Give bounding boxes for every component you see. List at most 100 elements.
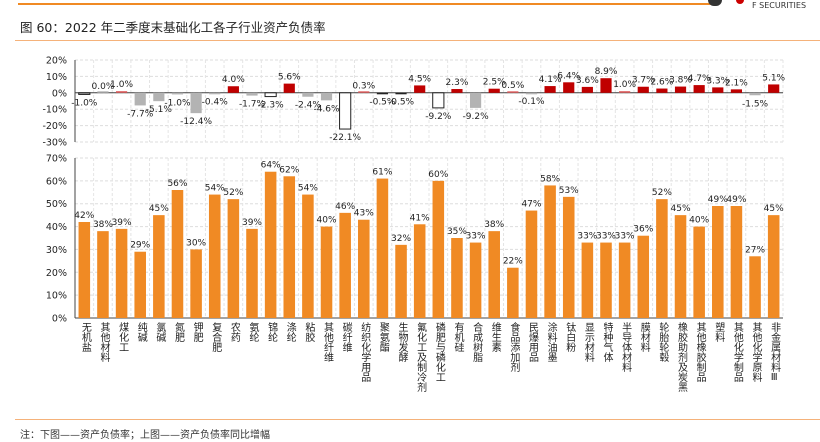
- bar: [562, 196, 575, 318]
- y-tick-label: 30%: [46, 245, 67, 256]
- bar: [730, 206, 743, 318]
- data-label: 5.1%: [762, 73, 785, 83]
- bar: [190, 249, 202, 318]
- data-label: 45%: [149, 204, 169, 214]
- x-tick-label: 其他材料: [97, 322, 109, 362]
- bar: [227, 86, 239, 93]
- data-label: 33%: [596, 232, 616, 242]
- data-label: 35%: [447, 227, 467, 237]
- bar: [525, 92, 538, 95]
- title-divider: [15, 40, 820, 41]
- bar: [749, 92, 761, 96]
- x-tick-label: 涂料油墨: [545, 322, 557, 362]
- bar: [78, 222, 91, 318]
- data-label: -0.5%: [369, 98, 396, 108]
- bar: [395, 244, 407, 318]
- data-label: 2.5%: [483, 78, 506, 88]
- data-label: 4.0%: [222, 75, 245, 85]
- data-label: 42%: [74, 211, 94, 221]
- data-label: 52%: [652, 188, 672, 198]
- y-tick-label: -20%: [42, 121, 67, 132]
- bar: [320, 226, 333, 318]
- data-label: -2.4%: [295, 101, 322, 111]
- data-label: 29%: [130, 241, 150, 251]
- y-tick-label: 70%: [46, 154, 67, 165]
- x-tick-label: 粘胶: [302, 322, 314, 342]
- x-tick-label: 钛白粉: [563, 322, 575, 352]
- bar: [544, 86, 556, 93]
- data-label: -1.0%: [164, 98, 191, 108]
- bar: [619, 91, 631, 93]
- x-tick-label: 氟化工及制冷剂: [414, 322, 426, 392]
- bar: [134, 92, 146, 106]
- brand-logo-icon: [708, 0, 722, 6]
- data-label: -9.2%: [463, 112, 490, 122]
- data-label: 61%: [372, 168, 392, 178]
- x-tick-label: 其他纤维: [321, 322, 333, 362]
- bar: [469, 242, 482, 318]
- chart-area: 20%10%0%-10%-20%-30%-1.0%0.0%1.0%-7.7%-5…: [42, 56, 785, 325]
- data-label: 56%: [167, 179, 187, 189]
- x-tick-label: 民爆用品: [526, 322, 538, 362]
- y-tick-label: -10%: [42, 105, 67, 116]
- x-tick-label: 涤纶: [284, 322, 296, 342]
- bar: [451, 238, 463, 318]
- footnote: 注：下图——资产负债率；上图——资产负债率同比增幅: [20, 430, 270, 441]
- bar: [78, 92, 91, 95]
- bar: [656, 88, 668, 93]
- x-tick-label: 半导体材料: [619, 322, 631, 372]
- bar: [525, 210, 538, 318]
- x-tick-label: 锦纶: [265, 322, 277, 342]
- y-tick-label: 40%: [46, 222, 67, 233]
- data-label: 3.3%: [706, 76, 729, 86]
- x-tick-label: 维生素: [489, 322, 501, 352]
- bar: [637, 235, 650, 318]
- data-label: -2.3%: [258, 101, 285, 111]
- x-tick-label: 膜材料: [638, 322, 650, 352]
- x-tick-label: 煤化工: [116, 322, 128, 352]
- data-label: 2.1%: [725, 78, 748, 88]
- bar: [767, 215, 780, 318]
- bar: [451, 89, 463, 93]
- bar: [264, 92, 277, 98]
- data-label: 47%: [521, 200, 541, 210]
- data-label: -7.7%: [127, 109, 154, 119]
- data-label: 30%: [186, 238, 206, 248]
- y-tick-label: 20%: [46, 56, 67, 67]
- x-tick-label: 特种气体: [601, 322, 612, 362]
- data-label: 4.1%: [539, 75, 562, 85]
- data-label: 62%: [279, 165, 299, 175]
- data-label: 32%: [391, 234, 411, 244]
- bar: [432, 180, 445, 318]
- data-label: 8.9%: [595, 67, 618, 77]
- header-rule: [18, 3, 718, 5]
- data-label: 4.5%: [408, 74, 431, 84]
- data-label: 39%: [112, 218, 132, 228]
- y-tick-label: 0%: [52, 88, 67, 99]
- bar: [171, 92, 184, 95]
- bar: [115, 228, 128, 318]
- footer-divider: [15, 419, 820, 420]
- bar: [507, 91, 519, 93]
- x-tick-label: 氨纶: [247, 322, 258, 342]
- bar: [115, 91, 128, 93]
- data-label: -1.5%: [742, 99, 769, 109]
- bar: [339, 212, 351, 318]
- x-tick-label: 轮胎轮毂: [656, 322, 668, 362]
- data-label: 39%: [242, 218, 262, 228]
- x-tick-label: 塑料: [712, 322, 724, 342]
- bar: [413, 224, 426, 318]
- bar: [302, 92, 314, 97]
- data-label: 45%: [671, 204, 691, 214]
- x-tick-label: 纺织化学用品: [358, 322, 370, 382]
- y-tick-label: 10%: [46, 72, 67, 83]
- bar: [227, 199, 240, 318]
- x-tick-label: 钾肥: [191, 322, 203, 342]
- bar: [339, 92, 352, 130]
- data-label: -4.6%: [313, 104, 340, 114]
- bar: [97, 231, 109, 318]
- data-label: -1.7%: [239, 100, 266, 110]
- data-label: 64%: [261, 161, 281, 171]
- bar: [153, 92, 165, 102]
- bar: [320, 92, 333, 101]
